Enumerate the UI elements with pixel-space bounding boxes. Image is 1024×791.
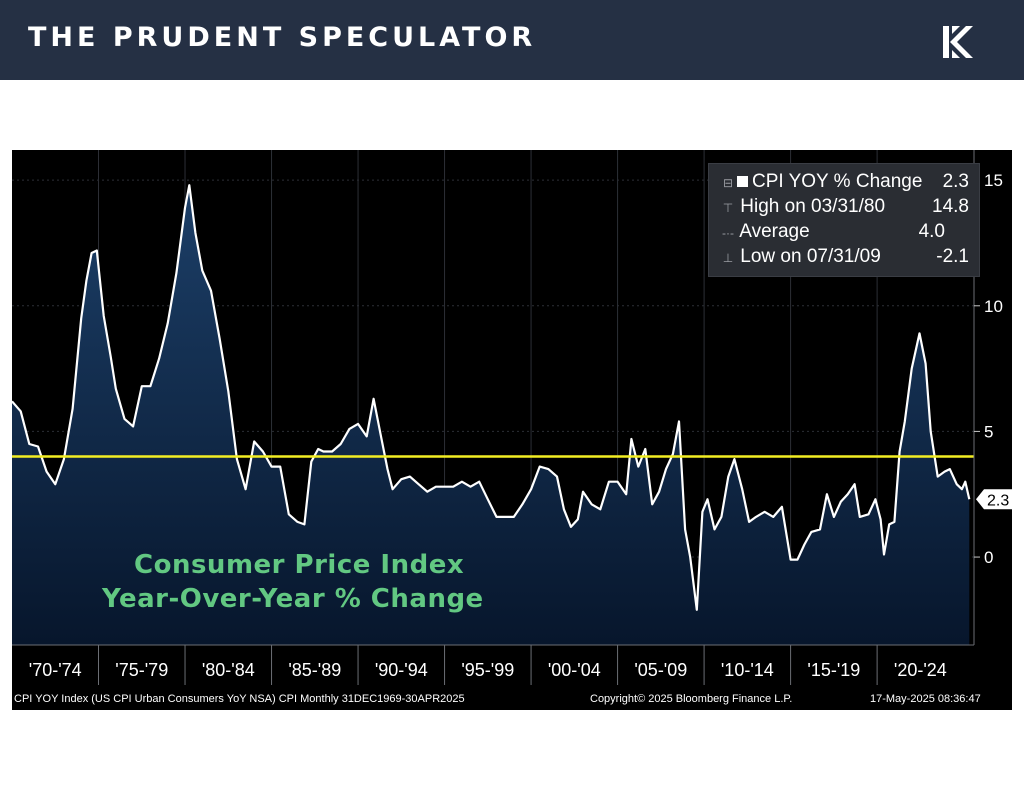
cpi-series-line [12,184,971,611]
x-tick-label: '70-'74 [29,660,82,680]
legend-collapse-icon: ⊟ [722,176,734,190]
average-marker-icon: -·- [722,226,734,240]
chart-footer: CPI YOY Index (US CPI Urban Consumers Yo… [12,692,1012,708]
x-tick-label: '75-'79 [115,660,168,680]
legend-low-label: Low on 07/31/09 [740,246,881,267]
x-tick-label: '90-'94 [375,660,428,680]
legend-row-average: -·- Average 4.0 [721,221,969,245]
last-value-label: 2.3 [987,492,1009,509]
x-tick-label: '80-'84 [202,660,255,680]
legend-series-swatch [737,176,748,187]
footer-timestamp: 17-May-2025 08:36:47 [870,693,981,705]
legend-high-value: 14.8 [932,196,969,217]
prudent-speculator-logo-icon [943,26,973,58]
chart-caption-line2: Year-Over-Year % Change [102,584,484,614]
x-tick-label: '15-'19 [807,660,860,680]
x-tick-label: '95-'99 [461,660,514,680]
legend-average-label: Average [739,221,810,242]
legend-low-value: -2.1 [936,246,969,267]
y-tick-label: 5 [984,422,993,441]
legend-series-label: CPI YOY % Change [752,171,923,192]
footer-copyright: Copyright© 2025 Bloomberg Finance L.P. [590,693,793,705]
high-marker-icon: ⊤ [722,201,734,215]
y-tick-label: 10 [984,297,1003,316]
chart-panel: 0 5 10 15 2.3 '70-'74 '75-'79 '80-'84 '85-'89 '90… [12,150,1012,710]
legend-row-low: ⊥ Low on 07/31/09 -2.1 [721,246,969,270]
legend-average-value: 4.0 [918,221,945,242]
legend-row-high: ⊤ High on 03/31/80 14.8 [721,196,969,220]
header-bar: THE PRUDENT SPECULATOR [0,0,1024,80]
brand-title: THE PRUDENT SPECULATOR [28,22,537,53]
x-tick-label: '85-'89 [288,660,341,680]
chart-caption-line1: Consumer Price Index [134,550,465,580]
x-tick-label: '05-'09 [634,660,687,680]
footer-index-description: CPI YOY Index (US CPI Urban Consumers Yo… [14,693,465,705]
low-marker-icon: ⊥ [722,251,734,265]
legend-high-label: High on 03/31/80 [740,196,886,217]
legend-row-series: ⊟ CPI YOY % Change 2.3 [721,171,969,195]
last-value-marker [976,489,1012,510]
x-tick-label: '00-'04 [548,660,601,680]
x-tick-label: '10-'14 [721,660,774,680]
y-tick-label: 15 [984,171,1003,190]
y-tick-label: 0 [984,548,993,567]
legend: ⊟ CPI YOY % Change 2.3 ⊤ High on 03/31/80… [708,163,980,277]
x-tick-label: '20-'24 [894,660,947,680]
legend-series-value: 2.3 [942,171,969,192]
cpi-area-fill [12,185,970,645]
